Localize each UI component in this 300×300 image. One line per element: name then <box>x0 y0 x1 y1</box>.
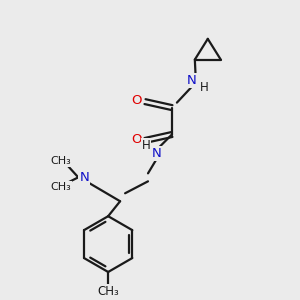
Text: N: N <box>80 171 89 184</box>
Text: H: H <box>142 139 150 152</box>
Text: CH₃: CH₃ <box>50 156 71 167</box>
Text: N: N <box>187 74 197 87</box>
Text: CH₃: CH₃ <box>50 182 71 192</box>
Text: O: O <box>131 94 141 107</box>
Text: H: H <box>200 81 208 94</box>
Text: CH₃: CH₃ <box>97 285 119 298</box>
Text: N: N <box>152 147 162 160</box>
Text: O: O <box>131 133 141 146</box>
